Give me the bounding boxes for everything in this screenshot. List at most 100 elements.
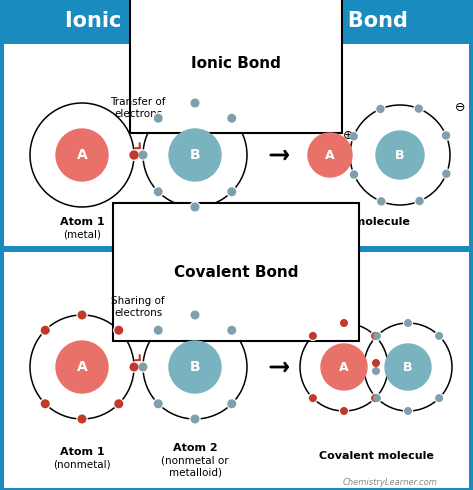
Circle shape (138, 362, 148, 372)
Circle shape (77, 310, 87, 320)
Circle shape (371, 393, 380, 403)
Circle shape (371, 331, 380, 341)
Circle shape (371, 367, 380, 375)
Circle shape (228, 326, 236, 334)
Circle shape (228, 188, 236, 196)
Circle shape (308, 393, 317, 403)
Circle shape (40, 399, 50, 409)
Circle shape (371, 359, 380, 368)
Circle shape (341, 319, 347, 326)
Circle shape (154, 115, 162, 122)
Circle shape (377, 196, 386, 206)
Text: (nonmetal): (nonmetal) (166, 229, 224, 239)
Circle shape (153, 187, 163, 197)
Text: Covalent Bond: Covalent Bond (174, 265, 298, 279)
Circle shape (78, 415, 86, 423)
Circle shape (442, 169, 451, 178)
Circle shape (169, 129, 221, 181)
Circle shape (372, 393, 381, 403)
Text: Atom 1: Atom 1 (60, 447, 105, 457)
Text: Atom 1: Atom 1 (60, 217, 105, 227)
Circle shape (190, 310, 200, 320)
Text: A: A (325, 148, 335, 162)
Circle shape (373, 360, 379, 367)
FancyBboxPatch shape (0, 0, 473, 42)
Circle shape (190, 98, 200, 108)
Text: ⊖: ⊖ (455, 100, 465, 114)
Circle shape (403, 407, 412, 416)
Circle shape (349, 170, 359, 179)
Circle shape (138, 150, 148, 160)
Circle shape (435, 393, 444, 403)
Circle shape (415, 196, 424, 206)
Text: Sharing of
electrons: Sharing of electrons (111, 296, 165, 318)
Circle shape (436, 333, 442, 339)
Circle shape (191, 311, 199, 319)
Text: Ionic molecule: Ionic molecule (320, 217, 410, 227)
Circle shape (114, 325, 124, 335)
Circle shape (385, 344, 431, 390)
Circle shape (139, 151, 147, 159)
Circle shape (191, 99, 199, 107)
Circle shape (341, 408, 347, 415)
Circle shape (374, 395, 380, 401)
Text: Ionic Bond vs. Covalent Bond: Ionic Bond vs. Covalent Bond (65, 11, 408, 31)
Circle shape (376, 104, 385, 114)
Circle shape (443, 170, 450, 177)
Circle shape (443, 132, 449, 139)
Text: Covalent molecule: Covalent molecule (318, 451, 433, 461)
Circle shape (321, 344, 367, 390)
Text: A: A (339, 361, 349, 373)
Text: Transfer of
electrons: Transfer of electrons (110, 97, 166, 119)
Circle shape (227, 187, 237, 197)
Circle shape (376, 131, 424, 179)
Circle shape (441, 131, 451, 140)
Circle shape (42, 326, 49, 334)
Circle shape (372, 395, 378, 401)
Text: Atom 2: Atom 2 (173, 217, 217, 227)
Circle shape (190, 414, 200, 424)
Circle shape (129, 150, 139, 160)
Circle shape (373, 368, 379, 374)
Circle shape (78, 311, 86, 319)
Circle shape (139, 363, 147, 371)
Text: (metal): (metal) (63, 229, 101, 239)
Text: B: B (395, 148, 405, 162)
Circle shape (227, 399, 237, 409)
Circle shape (340, 318, 349, 327)
Circle shape (153, 325, 163, 335)
Text: (nonmetal): (nonmetal) (53, 459, 111, 469)
Circle shape (153, 399, 163, 409)
Text: Ionic Bond: Ionic Bond (191, 56, 281, 72)
Circle shape (42, 400, 49, 408)
Circle shape (372, 331, 381, 341)
Text: B: B (403, 361, 413, 373)
Circle shape (130, 363, 138, 371)
Circle shape (56, 341, 108, 393)
Circle shape (308, 331, 317, 341)
Circle shape (416, 197, 423, 204)
Circle shape (372, 333, 378, 339)
Circle shape (350, 133, 357, 140)
Circle shape (191, 415, 199, 423)
Circle shape (405, 319, 412, 326)
Circle shape (56, 129, 108, 181)
Text: ⊕: ⊕ (343, 128, 353, 142)
Text: (nonmetal or: (nonmetal or (161, 455, 229, 465)
Circle shape (227, 113, 237, 123)
Circle shape (436, 395, 442, 401)
Text: Atom 2: Atom 2 (173, 443, 217, 453)
Circle shape (154, 188, 162, 196)
Circle shape (405, 408, 412, 415)
Text: metalloid): metalloid) (168, 467, 221, 477)
Text: A: A (77, 360, 88, 374)
FancyBboxPatch shape (4, 44, 469, 246)
Circle shape (40, 325, 50, 335)
Circle shape (228, 115, 236, 122)
Circle shape (115, 326, 123, 334)
Circle shape (227, 325, 237, 335)
Circle shape (308, 133, 352, 177)
Circle shape (403, 318, 412, 327)
Circle shape (114, 399, 124, 409)
Circle shape (154, 400, 162, 408)
